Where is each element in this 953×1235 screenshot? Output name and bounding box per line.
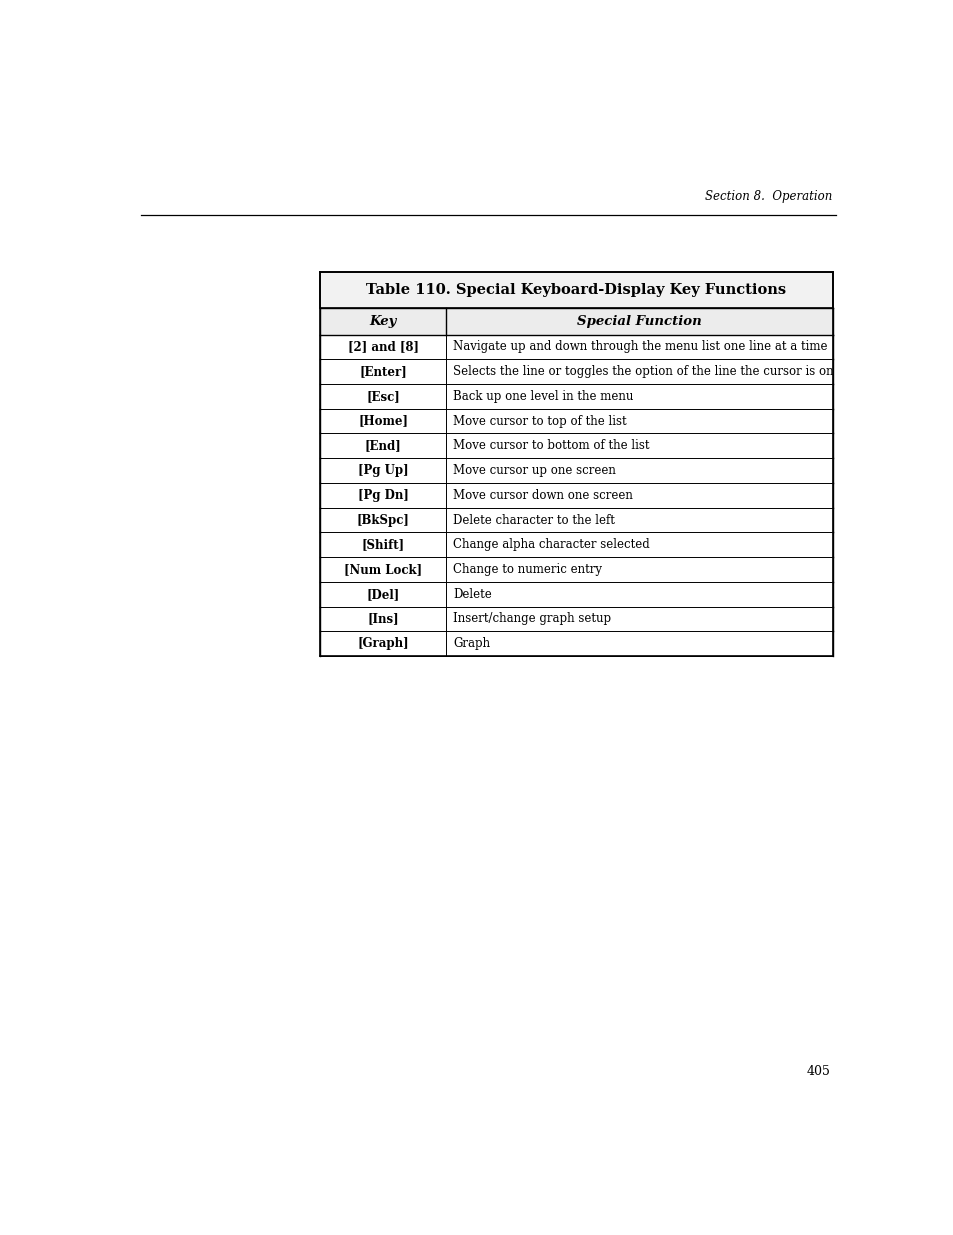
Bar	[320, 606, 832, 631]
Text: Move cursor up one screen: Move cursor up one screen	[453, 464, 616, 477]
Bar	[320, 631, 832, 656]
Bar	[320, 582, 832, 606]
Text: Key: Key	[369, 315, 396, 327]
Bar	[445, 308, 832, 335]
Text: Change alpha character selected: Change alpha character selected	[453, 538, 649, 551]
Text: Special Function: Special Function	[577, 315, 701, 327]
Text: [Graph]: [Graph]	[357, 637, 409, 650]
Text: [Del]: [Del]	[366, 588, 399, 600]
Bar	[320, 483, 832, 508]
Text: Navigate up and down through the menu list one line at a time: Navigate up and down through the menu li…	[453, 341, 827, 353]
Bar	[320, 433, 832, 458]
Text: [BkSpc]: [BkSpc]	[356, 514, 409, 526]
Bar	[320, 384, 832, 409]
Bar	[320, 335, 832, 359]
Text: [Home]: [Home]	[357, 415, 408, 427]
Text: [2] and [8]: [2] and [8]	[347, 341, 418, 353]
Text: [Num Lock]: [Num Lock]	[344, 563, 422, 576]
Text: 405: 405	[806, 1066, 830, 1078]
Text: Move cursor to bottom of the list: Move cursor to bottom of the list	[453, 440, 649, 452]
Text: [Pg Up]: [Pg Up]	[357, 464, 408, 477]
Text: Delete character to the left: Delete character to the left	[453, 514, 615, 526]
Bar	[320, 308, 445, 335]
Bar	[320, 508, 832, 532]
Text: Change to numeric entry: Change to numeric entry	[453, 563, 601, 576]
Text: Move cursor down one screen: Move cursor down one screen	[453, 489, 633, 501]
Text: [Esc]: [Esc]	[366, 390, 399, 403]
Bar	[320, 359, 832, 384]
Text: [Shift]: [Shift]	[361, 538, 404, 551]
Text: Section 8.  Operation: Section 8. Operation	[704, 190, 832, 204]
Text: Delete: Delete	[453, 588, 492, 600]
Text: Back up one level in the menu: Back up one level in the menu	[453, 390, 633, 403]
Text: Graph: Graph	[453, 637, 490, 650]
Text: [Pg Dn]: [Pg Dn]	[357, 489, 408, 501]
Bar	[320, 409, 832, 433]
Text: [Enter]: [Enter]	[359, 366, 407, 378]
Text: [Ins]: [Ins]	[367, 613, 398, 625]
Text: Table 110. Special Keyboard-Display Key Functions: Table 110. Special Keyboard-Display Key …	[366, 283, 786, 296]
Text: Selects the line or toggles the option of the line the cursor is on: Selects the line or toggles the option o…	[453, 366, 833, 378]
Bar	[320, 458, 832, 483]
Bar	[320, 272, 832, 308]
Text: Insert/change graph setup: Insert/change graph setup	[453, 613, 611, 625]
Text: Move cursor to top of the list: Move cursor to top of the list	[453, 415, 626, 427]
Text: [End]: [End]	[364, 440, 401, 452]
Bar	[320, 557, 832, 582]
Bar	[320, 532, 832, 557]
